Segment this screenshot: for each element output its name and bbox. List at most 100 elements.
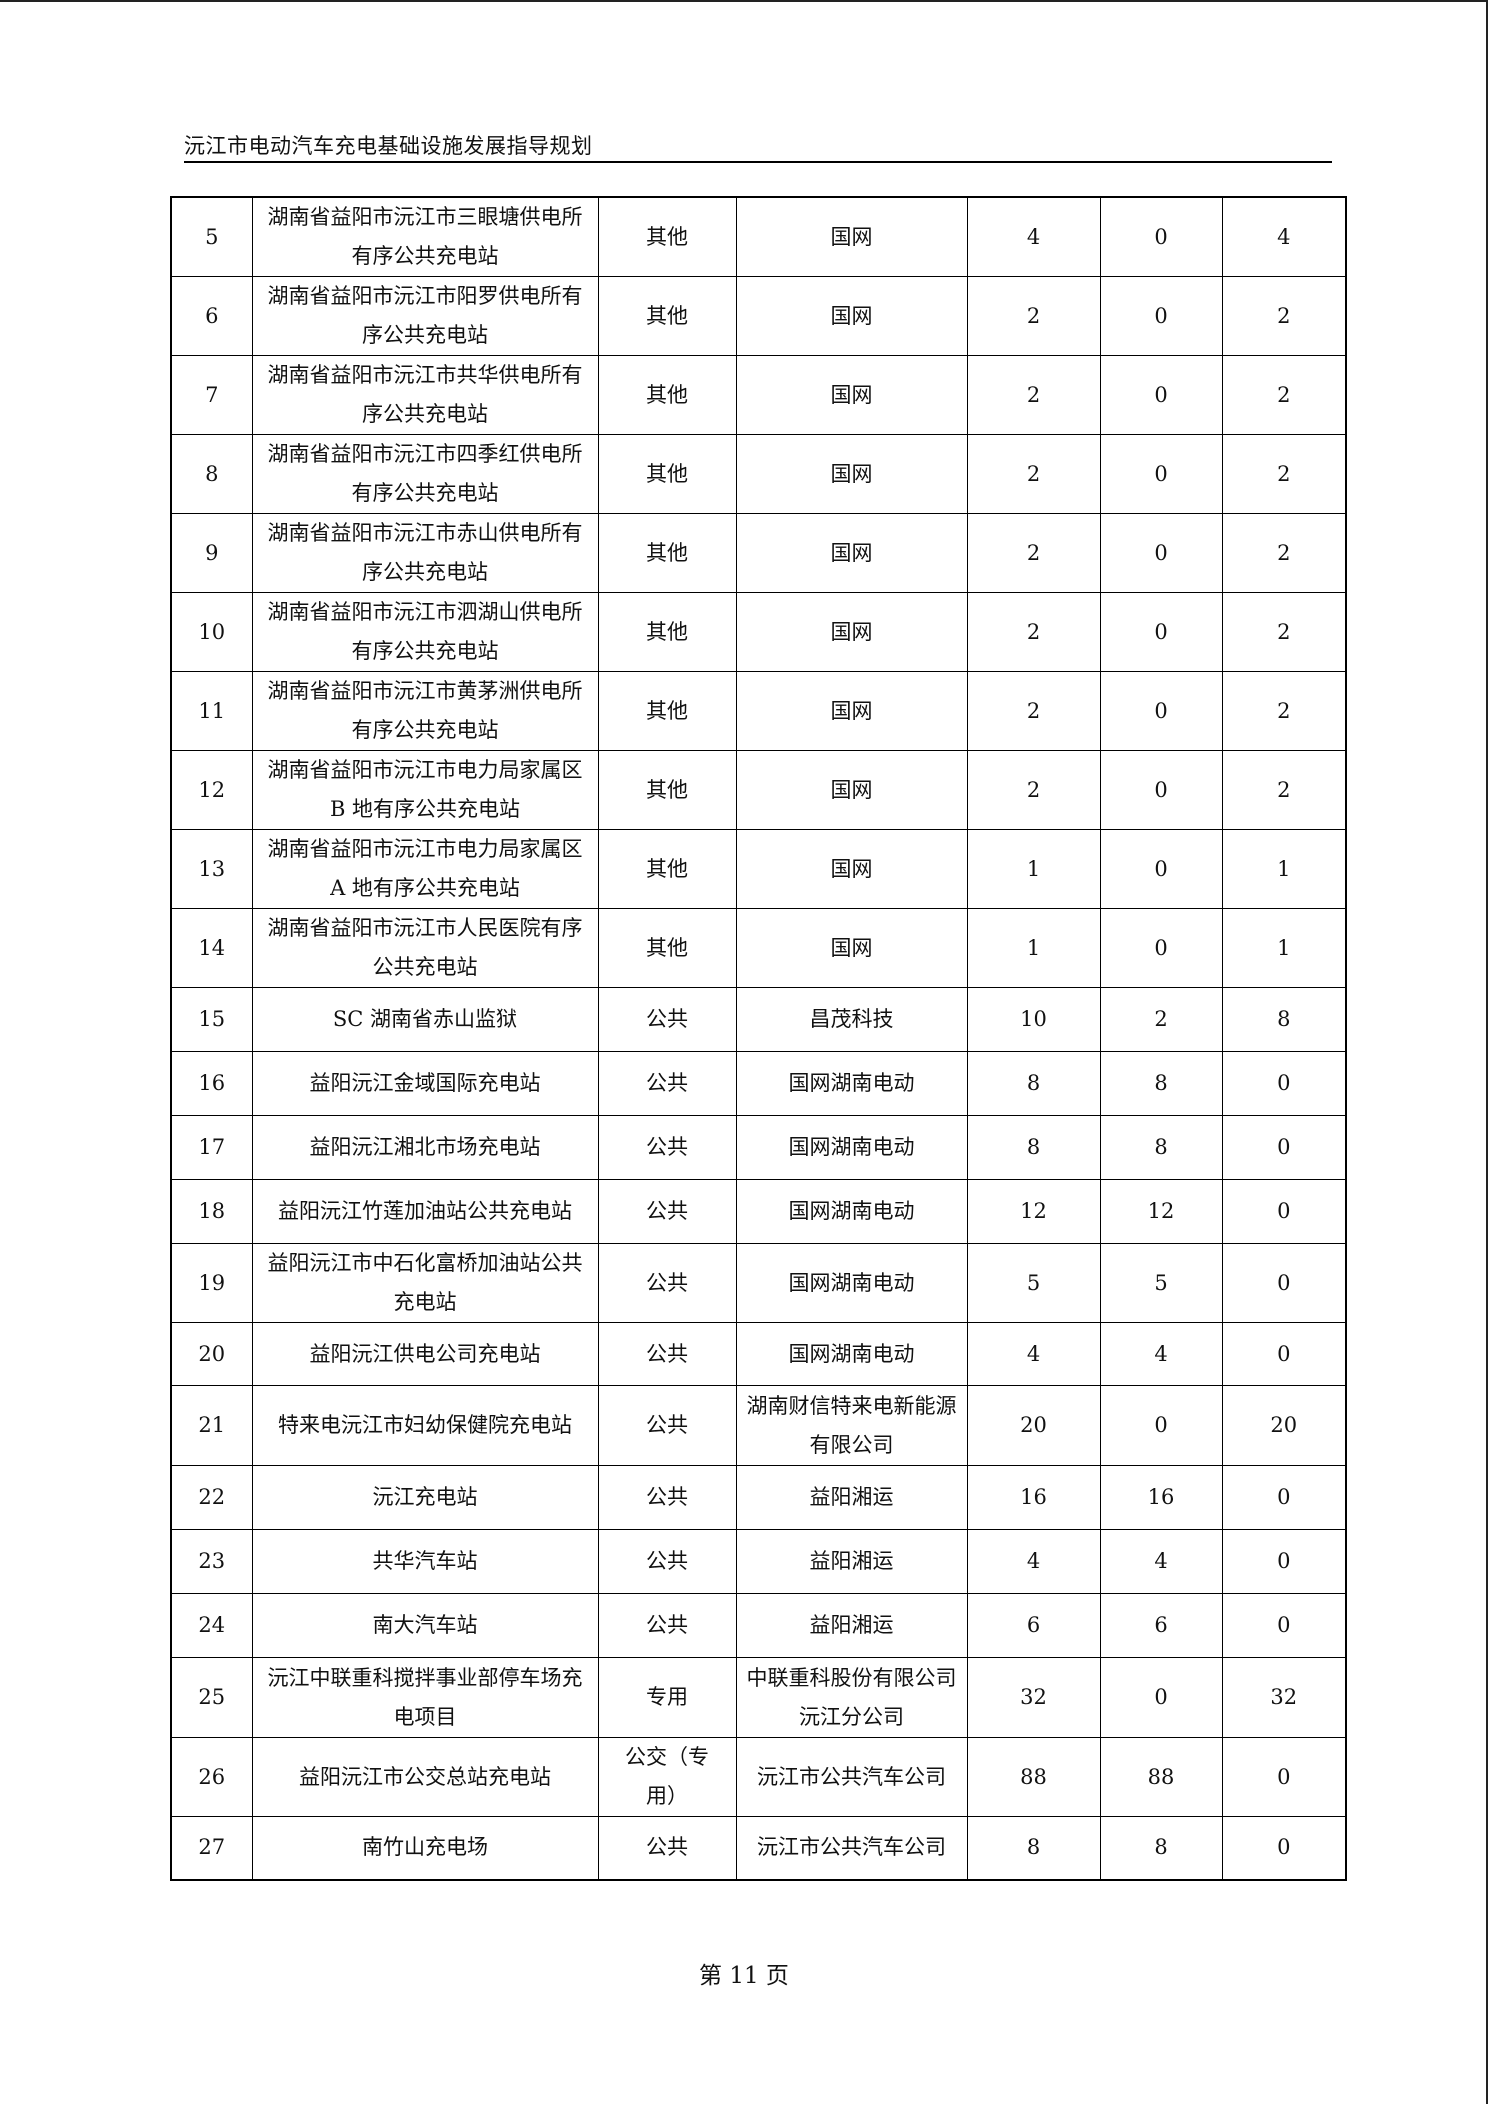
cell-station-type: 其他: [597, 750, 737, 830]
cell-row-number: 9: [170, 513, 253, 593]
cell-row-number: 25: [170, 1657, 253, 1738]
cell-station-type: 公交（专用）: [597, 1737, 737, 1817]
cell-station-type: 公共: [597, 1051, 737, 1116]
cell-station-type: 公共: [597, 1529, 737, 1594]
cell-total-count: 4: [966, 196, 1101, 277]
cell-total-count: 16: [966, 1465, 1101, 1530]
cell-col-5: 8: [1099, 1115, 1223, 1180]
cell-col-5: 4: [1099, 1529, 1223, 1594]
cell-row-number: 26: [170, 1737, 253, 1817]
cell-operator: 国网: [735, 196, 968, 277]
cell-total-count: 8: [966, 1115, 1101, 1180]
cell-col-5: 0: [1099, 434, 1223, 514]
cell-operator: 国网: [735, 829, 968, 909]
table-row: 17 益阳沅江湘北市场充电站 公共 国网湖南电动 8 8 0: [170, 1115, 1347, 1180]
cell-station-type: 公共: [597, 1816, 737, 1880]
table-row: 25 沅江中联重科搅拌事业部停车场充电项目 专用 中联重科股份有限公司沅江分公司 32 0…: [170, 1657, 1347, 1738]
cell-station-name: 益阳沅江市中石化富桥加油站公共充电站: [251, 1243, 599, 1323]
table-row: 20 益阳沅江供电公司充电站 公共 国网湖南电动 4 4 0: [170, 1322, 1347, 1386]
table-row: 22 沅江充电站 公共 益阳湘运 16 16 0: [170, 1465, 1347, 1530]
page-edge-right: [1486, 0, 1488, 2104]
cell-station-type: 其他: [597, 592, 737, 672]
cell-operator: 昌茂科技: [735, 987, 968, 1052]
table-row: 5 湖南省益阳市沅江市三眼塘供电所有序公共充电站 其他 国网 4 0 4: [170, 196, 1347, 277]
cell-operator: 国网: [735, 434, 968, 514]
cell-col-5: 0: [1099, 750, 1223, 830]
cell-col-5: 5: [1099, 1243, 1223, 1323]
cell-col-6: 8: [1221, 987, 1347, 1052]
page-number: 第 11 页: [699, 1963, 789, 1989]
cell-station-type: 其他: [597, 513, 737, 593]
cell-col-6: 2: [1221, 750, 1347, 830]
cell-row-number: 20: [170, 1322, 253, 1386]
cell-col-5: 0: [1099, 355, 1223, 435]
table-row: 21 特来电沅江市妇幼保健院充电站 公共 湖南财信特来电新能源有限公司 20 0 20: [170, 1385, 1347, 1466]
cell-col-6: 0: [1221, 1593, 1347, 1658]
cell-station-name: 湖南省益阳市沅江市阳罗供电所有序公共充电站: [251, 276, 599, 356]
cell-operator: 益阳湘运: [735, 1593, 968, 1658]
cell-col-6: 2: [1221, 276, 1347, 356]
cell-station-name: 湖南省益阳市沅江市三眼塘供电所有序公共充电站: [251, 196, 599, 277]
cell-station-type: 其他: [597, 908, 737, 988]
cell-row-number: 21: [170, 1385, 253, 1466]
cell-station-name: 益阳沅江市公交总站充电站: [251, 1737, 599, 1817]
cell-col-6: 0: [1221, 1529, 1347, 1594]
cell-station-name: 湖南省益阳市沅江市泗湖山供电所有序公共充电站: [251, 592, 599, 672]
table-row: 10 湖南省益阳市沅江市泗湖山供电所有序公共充电站 其他 国网 2 0 2: [170, 592, 1347, 672]
cell-row-number: 16: [170, 1051, 253, 1116]
cell-total-count: 2: [966, 434, 1101, 514]
table-row: 19 益阳沅江市中石化富桥加油站公共充电站 公共 国网湖南电动 5 5 0: [170, 1243, 1347, 1323]
cell-station-name: 益阳沅江湘北市场充电站: [251, 1115, 599, 1180]
cell-col-6: 4: [1221, 196, 1347, 277]
cell-col-6: 2: [1221, 592, 1347, 672]
cell-operator: 国网: [735, 355, 968, 435]
cell-station-name: 湖南省益阳市沅江市黄茅洲供电所有序公共充电站: [251, 671, 599, 751]
cell-station-type: 公共: [597, 1115, 737, 1180]
cell-station-type: 其他: [597, 671, 737, 751]
cell-total-count: 8: [966, 1051, 1101, 1116]
table-row: 13 湖南省益阳市沅江市电力局家属区 A 地有序公共充电站 其他 国网 1 0 1: [170, 829, 1347, 909]
cell-total-count: 2: [966, 276, 1101, 356]
cell-col-6: 2: [1221, 355, 1347, 435]
cell-operator: 国网: [735, 592, 968, 672]
table-row: 9 湖南省益阳市沅江市赤山供电所有序公共充电站 其他 国网 2 0 2: [170, 513, 1347, 593]
cell-total-count: 2: [966, 592, 1101, 672]
table-row: 16 益阳沅江金域国际充电站 公共 国网湖南电动 8 8 0: [170, 1051, 1347, 1116]
cell-col-5: 8: [1099, 1816, 1223, 1880]
cell-col-6: 0: [1221, 1115, 1347, 1180]
cell-operator: 国网: [735, 276, 968, 356]
cell-col-6: 0: [1221, 1322, 1347, 1386]
cell-col-5: 0: [1099, 592, 1223, 672]
cell-col-6: 0: [1221, 1243, 1347, 1323]
cell-col-5: 0: [1099, 1385, 1223, 1466]
cell-row-number: 17: [170, 1115, 253, 1180]
cell-col-6: 0: [1221, 1816, 1347, 1880]
table-row: 8 湖南省益阳市沅江市四季红供电所有序公共充电站 其他 国网 2 0 2: [170, 434, 1347, 514]
cell-row-number: 23: [170, 1529, 253, 1594]
cell-row-number: 14: [170, 908, 253, 988]
cell-col-6: 32: [1221, 1657, 1347, 1738]
running-header-title: 沅江市电动汽车充电基础设施发展指导规划: [184, 134, 593, 158]
cell-col-5: 0: [1099, 513, 1223, 593]
table-row: 11 湖南省益阳市沅江市黄茅洲供电所有序公共充电站 其他 国网 2 0 2: [170, 671, 1347, 751]
cell-col-5: 4: [1099, 1322, 1223, 1386]
cell-col-6: 2: [1221, 671, 1347, 751]
cell-col-6: 0: [1221, 1179, 1347, 1244]
cell-operator: 湖南财信特来电新能源有限公司: [735, 1385, 968, 1466]
cell-operator: 益阳湘运: [735, 1529, 968, 1594]
cell-row-number: 18: [170, 1179, 253, 1244]
cell-station-name: 湖南省益阳市沅江市赤山供电所有序公共充电站: [251, 513, 599, 593]
cell-operator: 国网湖南电动: [735, 1243, 968, 1323]
cell-col-5: 8: [1099, 1051, 1223, 1116]
cell-station-type: 公共: [597, 1322, 737, 1386]
cell-station-name: 益阳沅江金域国际充电站: [251, 1051, 599, 1116]
cell-operator: 国网湖南电动: [735, 1322, 968, 1386]
cell-station-name: 湖南省益阳市沅江市共华供电所有序公共充电站: [251, 355, 599, 435]
cell-operator: 国网: [735, 513, 968, 593]
table-row: 14 湖南省益阳市沅江市人民医院有序公共充电站 其他 国网 1 0 1: [170, 908, 1347, 988]
cell-station-type: 公共: [597, 1593, 737, 1658]
cell-col-5: 2: [1099, 987, 1223, 1052]
cell-col-5: 6: [1099, 1593, 1223, 1658]
cell-row-number: 13: [170, 829, 253, 909]
table-row: 7 湖南省益阳市沅江市共华供电所有序公共充电站 其他 国网 2 0 2: [170, 355, 1347, 435]
